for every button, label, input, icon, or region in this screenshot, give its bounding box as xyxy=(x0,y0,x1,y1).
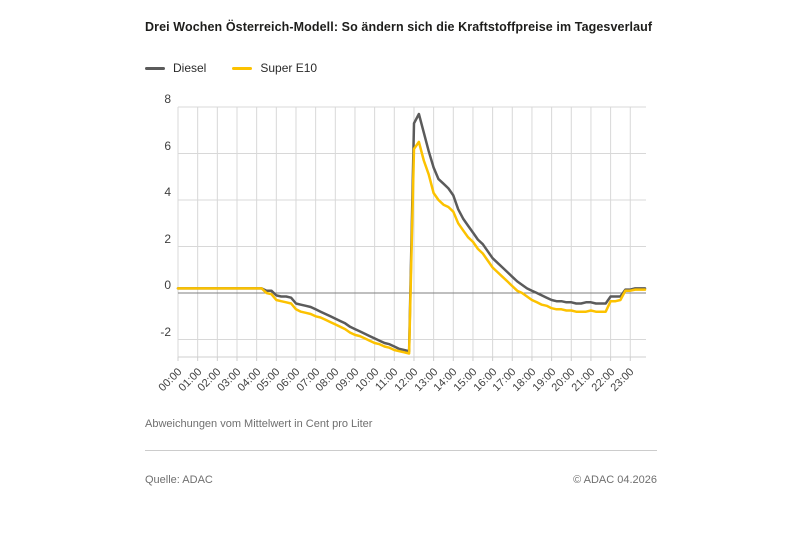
y-axis-label: 4 xyxy=(164,185,171,200)
footer: Quelle: ADAC © ADAC 04.2026 xyxy=(145,474,657,486)
source-label: Quelle: ADAC xyxy=(145,474,213,486)
line-chart: 8 6 4 2 0 -2 00:00 01:00 02:00 03:00 04:00 05:00 06:… xyxy=(145,92,657,425)
y-axis-label: 0 xyxy=(164,278,171,293)
y-axis-label: 2 xyxy=(164,231,171,246)
y-axis-label: -2 xyxy=(160,324,171,339)
legend-item-diesel: Diesel xyxy=(145,61,206,75)
chart-canvas xyxy=(176,106,647,361)
footer-divider xyxy=(145,450,657,451)
super-e10-line xyxy=(176,140,647,355)
y-axis-label: 8 xyxy=(164,92,171,106)
copyright-label: © ADAC 04.2026 xyxy=(573,474,657,486)
axis-unit-caption: Abweichungen vom Mittelwert in Cent pro … xyxy=(145,418,373,430)
diesel-line-swatch-icon xyxy=(145,66,165,70)
legend: Diesel Super E10 xyxy=(145,61,317,75)
legend-label-diesel: Diesel xyxy=(173,61,207,75)
legend-item-super-e10: Super E10 xyxy=(232,61,317,75)
legend-label-super-e10: Super E10 xyxy=(260,61,318,75)
super-e10-line-swatch-icon xyxy=(232,66,253,70)
report-content: Drei Wochen Österreich-Modell: So ändern… xyxy=(145,0,657,534)
chart-title: Drei Wochen Österreich-Modell: So ändern… xyxy=(145,20,653,34)
y-axis-label: 6 xyxy=(164,138,171,153)
